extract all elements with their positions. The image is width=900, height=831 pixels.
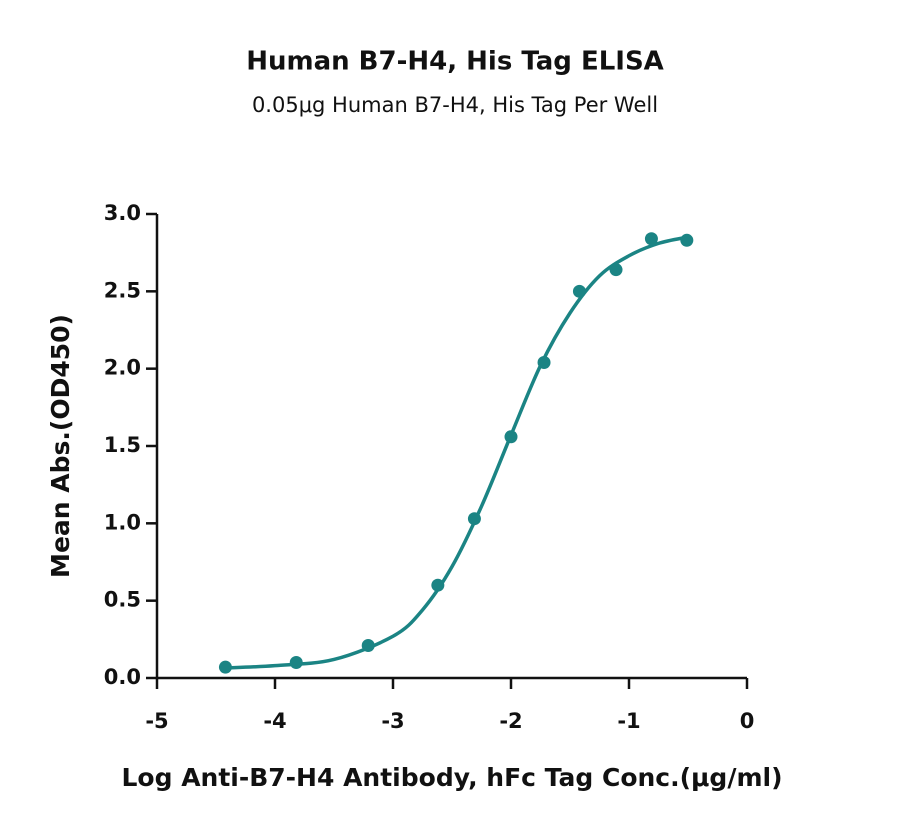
y-tick-label: 1.5 xyxy=(104,433,141,457)
data-point xyxy=(680,233,694,247)
axes xyxy=(155,214,747,680)
data-point xyxy=(289,656,303,670)
x-tick-label: -3 xyxy=(381,709,404,733)
data-point xyxy=(431,578,445,592)
chart-title: Human B7-H4, His Tag ELISA xyxy=(246,47,664,77)
data-point xyxy=(504,430,518,444)
y-tick-label: 1.0 xyxy=(104,510,141,534)
data-point xyxy=(572,284,586,298)
y-tick-label: 0.0 xyxy=(104,665,141,689)
y-tick-label: 3.0 xyxy=(104,201,141,225)
y-tick-label: 2.0 xyxy=(104,356,141,380)
data-point xyxy=(537,355,551,369)
chart-subtitle: 0.05μg Human B7-H4, His Tag Per Well xyxy=(252,93,658,117)
y-axis-label: Mean Abs.(OD450) xyxy=(46,314,75,578)
x-tick-label: -2 xyxy=(499,709,522,733)
fit-curve xyxy=(225,235,688,670)
x-tick-label: -1 xyxy=(617,709,640,733)
x-tick-label: -5 xyxy=(145,709,168,733)
x-tick-label: -4 xyxy=(263,709,286,733)
data-point xyxy=(467,512,481,526)
data-point xyxy=(361,639,375,653)
x-axis-label: Log Anti-B7-H4 Antibody, hFc Tag Conc.(μ… xyxy=(121,763,782,792)
x-tick-label: 0 xyxy=(740,709,755,733)
data-point xyxy=(644,232,658,246)
data-point xyxy=(609,263,623,277)
data-point xyxy=(218,660,232,674)
y-tick-label: 0.5 xyxy=(104,588,141,612)
y-tick-label: 2.5 xyxy=(104,278,141,302)
